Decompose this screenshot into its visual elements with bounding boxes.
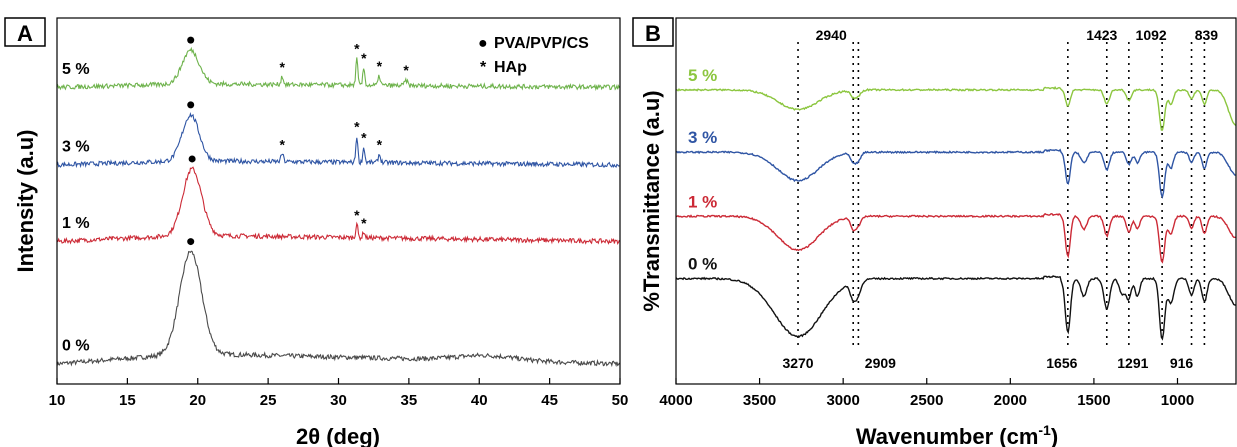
series-label-a: 1 % (62, 215, 90, 232)
pva-peak-marker (187, 101, 195, 109)
pva-peak-marker (187, 238, 195, 246)
peak-label-bottom: 1656 (1046, 355, 1077, 371)
peak-label-top: 839 (1195, 27, 1219, 43)
x-tick-label-a: 40 (471, 392, 488, 409)
legend-item-hap-marker: * (480, 59, 487, 76)
legend-a: ● PVA/PVP/CS * HAp (478, 35, 589, 76)
series-line-a-1 (56, 166, 620, 246)
x-tick-label-a: 30 (330, 392, 347, 409)
x-axis-label-b-text: Wavenumber (cm (856, 424, 1039, 447)
series-label-b: 5 % (688, 66, 717, 85)
series-line-b-3 (675, 86, 1237, 131)
series-line-b-0 (675, 275, 1236, 341)
series-label-a: 5 % (62, 61, 90, 78)
series-label-a: 0 % (62, 338, 90, 355)
legend-item-pva-marker: ● (478, 35, 488, 52)
plot-frame-b (675, 17, 1237, 385)
x-axis-label-b-close: ) (1051, 424, 1058, 447)
y-axis-label-b: %Transmittance (a.u) (639, 90, 664, 311)
x-axis-label-b-sup: -1 (1038, 422, 1051, 438)
plot-frame-a (56, 17, 621, 385)
panel-b-label-box (632, 17, 674, 47)
series-line-b-2 (675, 148, 1236, 199)
peak-label-bottom: 2909 (865, 355, 896, 371)
series-label-b: 3 % (688, 128, 717, 147)
peak-label-top: 1092 (1136, 27, 1167, 43)
x-tick-label-a: 50 (612, 392, 629, 409)
peak-label-bottom: 3270 (782, 355, 813, 371)
pva-peak-marker (187, 36, 195, 44)
panel-a-label-box (4, 17, 46, 47)
x-axis-label-b: Wavenumber (cm-1) (856, 422, 1058, 447)
x-tick-label-b: 1500 (1077, 392, 1110, 409)
x-tick-label-b: 2500 (910, 392, 943, 409)
hap-peak-marker: * (354, 41, 360, 57)
hap-peak-marker: * (403, 62, 409, 78)
hap-peak-marker: * (354, 118, 360, 134)
hap-peak-marker: * (354, 207, 360, 223)
y-axis-label-a: Intensity (a.u) (13, 129, 38, 272)
x-tick-label-a: 45 (541, 392, 558, 409)
x-tick-label-b: 2000 (994, 392, 1027, 409)
panel-a-label: A (17, 21, 33, 46)
hap-peak-marker: * (361, 129, 367, 145)
x-tick-label-a: 35 (401, 392, 418, 409)
x-tick-label-b: 3000 (826, 392, 859, 409)
panel-b: B 4000 3500 3000 2500 2000 1500 1000 0 % 1 % 3 % 5… (632, 17, 1237, 447)
series-line-a-2 (56, 111, 620, 169)
pva-peak-marker (188, 155, 196, 163)
x-tick-label-a: 10 (49, 392, 66, 409)
legend-item-hap-label: HAp (494, 59, 527, 76)
panel-b-label: B (645, 21, 661, 46)
series-line-a-0 (56, 250, 620, 368)
series-label-b: 1 % (688, 192, 717, 211)
peak-label-top: 2940 (816, 27, 847, 43)
hap-peak-marker: * (377, 58, 383, 74)
x-axis-label-a: 2θ (deg) (296, 424, 380, 447)
hap-peak-marker: * (279, 137, 285, 153)
series-line-a-3 (56, 46, 620, 92)
hap-peak-marker: * (377, 137, 383, 153)
peak-label-top: 1423 (1086, 27, 1117, 43)
plot-area-b: 4000 3500 3000 2500 2000 1500 1000 0 % 1 % 3 % 5 %… (659, 27, 1237, 409)
hap-peak-marker: * (361, 215, 367, 231)
x-tick-label-a: 20 (189, 392, 206, 409)
peak-label-bottom: 916 (1170, 355, 1194, 371)
x-tick-label-b: 3500 (743, 392, 776, 409)
plot-area-a: 10 15 20 25 30 35 40 45 500 %1 %**3 % *** *5 % ****… (49, 36, 629, 409)
x-tick-label-b: 4000 (659, 392, 692, 409)
series-label-a: 3 % (62, 139, 90, 156)
x-tick-label-a: 25 (260, 392, 277, 409)
hap-peak-marker: * (361, 50, 367, 66)
hap-peak-marker: * (279, 59, 285, 75)
series-label-b: 0 % (688, 255, 717, 274)
legend-item-pva-label: PVA/PVP/CS (494, 35, 589, 52)
series-line-b-1 (675, 212, 1236, 264)
panel-a: A 10 15 20 25 30 35 40 45 500 %1 %**3 % *** *5 % **… (4, 17, 629, 447)
peak-label-bottom: 1291 (1117, 355, 1148, 371)
x-tick-label-b: 1000 (1161, 392, 1194, 409)
x-tick-label-a: 15 (119, 392, 136, 409)
